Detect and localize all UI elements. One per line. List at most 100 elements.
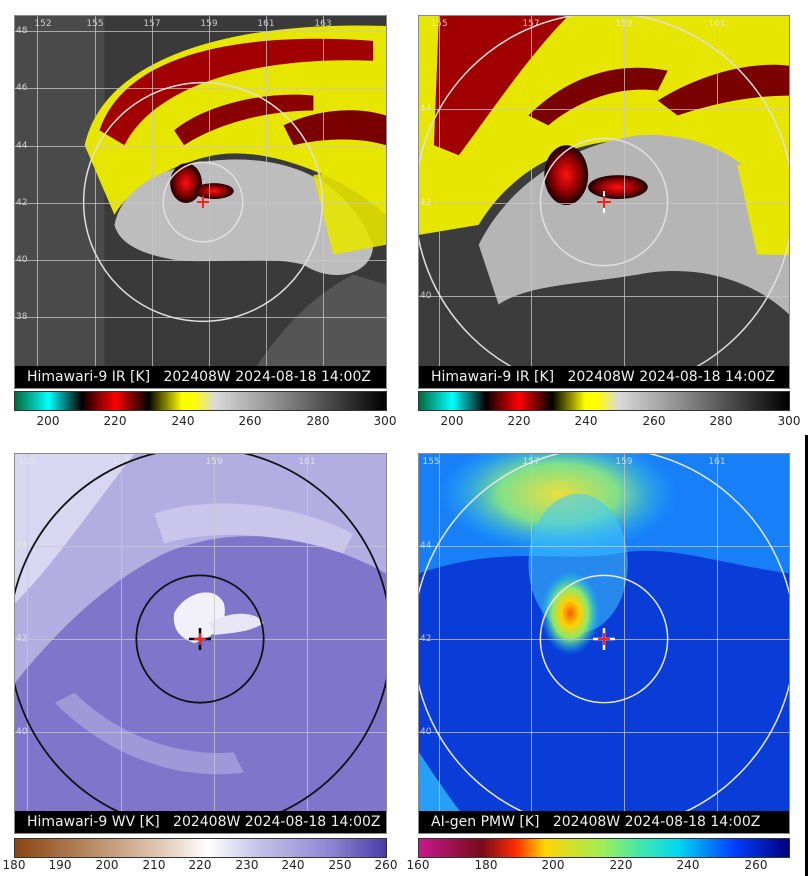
edge-divider	[805, 435, 808, 876]
storm-center-marker	[593, 628, 615, 650]
storm-center-marker	[597, 191, 611, 213]
range-rings	[419, 454, 789, 831]
lon-label: 157	[143, 19, 161, 29]
grid-lon-159	[624, 16, 625, 388]
colorbar-tick: 300	[373, 414, 397, 428]
lat-label: 42	[16, 198, 28, 208]
colorbar-tick: 200	[95, 858, 119, 872]
grid-lat-42	[15, 203, 386, 204]
lat-label: 40	[420, 727, 432, 737]
colorbar-tick: 220	[507, 414, 531, 428]
colorbar-tick: 260	[744, 858, 768, 872]
colorbar-tick: 300	[777, 414, 801, 428]
colorbar-tick: 160	[406, 858, 430, 872]
colorbar-tick: 240	[574, 414, 598, 428]
lon-label: 161	[257, 19, 275, 29]
grid-lat-40	[419, 296, 789, 297]
colorbar-tick: 280	[306, 414, 330, 428]
grid-lon-155	[27, 454, 28, 833]
grid-lat-44	[419, 109, 789, 110]
ir-colorbar-zoom	[418, 391, 790, 411]
lat-label: 44	[420, 541, 432, 551]
colorbar-tick: 260	[374, 858, 398, 872]
colorbar-tick: 200	[440, 414, 464, 428]
colorbar-tick: 240	[281, 858, 305, 872]
colorbar-tick: 220	[609, 858, 633, 872]
lat-label: 38	[16, 312, 28, 322]
lat-label: 44	[420, 104, 432, 114]
wv-panel: 155 157 159 161 44 42 40 Himawari-9 WV […	[14, 453, 387, 834]
lat-label: 40	[16, 727, 28, 737]
ir-colorbar-wide	[14, 391, 387, 411]
panel-caption: Himawari-9 IR [K] 202408W 2024-08-18 14:…	[15, 366, 386, 388]
grid-lon-163	[323, 16, 324, 388]
grid-lat-38	[15, 317, 386, 318]
range-rings	[15, 454, 386, 831]
lat-label: 48	[16, 26, 28, 36]
ir-panel-zoom: 155 157 159 161 44 42 40 Himawari-9 IR […	[418, 15, 790, 389]
colorbar-tick: 230	[235, 858, 259, 872]
lon-label: 163	[314, 19, 332, 29]
range-rings	[82, 81, 324, 323]
grid-lon-155	[439, 16, 440, 388]
grid-lon-161	[717, 16, 718, 388]
grid-lat-48	[15, 31, 386, 32]
grid-lon-157	[531, 454, 532, 833]
wv-satellite-image	[15, 454, 386, 833]
lat-label: 42	[420, 634, 432, 644]
lon-label: 161	[708, 19, 726, 29]
colorbar-tick: 280	[709, 414, 733, 428]
colorbar-tick: 220	[103, 414, 127, 428]
colorbar-tick: 200	[541, 858, 565, 872]
grid-lon-155	[95, 16, 96, 388]
lon-label: 155	[430, 19, 448, 29]
grid-lat-44	[419, 546, 789, 547]
ir-satellite-image	[15, 16, 386, 388]
lon-label: 159	[205, 457, 223, 467]
grid-lon-157	[121, 454, 122, 833]
grid-lat-46	[15, 88, 386, 89]
wv-colorbar	[14, 838, 387, 858]
lon-label: 159	[200, 19, 218, 29]
lat-label: 42	[420, 198, 432, 208]
colorbar-tick: 180	[474, 858, 498, 872]
grid-lon-159	[214, 454, 215, 833]
lon-label: 161	[708, 457, 726, 467]
lat-label: 42	[16, 634, 28, 644]
grid-lon-157	[531, 16, 532, 388]
lon-label: 155	[86, 19, 104, 29]
grid-lon-159	[209, 16, 210, 388]
lon-label: 159	[615, 19, 633, 29]
grid-lon-161	[307, 454, 308, 833]
colorbar-tick: 260	[238, 414, 262, 428]
panel-caption: AI-gen PMW [K] 202408W 2024-08-18 14:00Z	[419, 811, 789, 833]
grid-lon-152	[37, 16, 38, 388]
pmw-panel: 155 157 159 161 44 42 40 AI-gen PMW [K] …	[418, 453, 790, 834]
grid-lon-161	[266, 16, 267, 388]
grid-lat-40	[15, 732, 386, 733]
ir-panel-wide: 152 155 157 159 161 163 48 46 44 42 40 3…	[14, 15, 387, 389]
grid-lon-157	[152, 16, 153, 388]
colorbar-tick: 240	[171, 414, 195, 428]
storm-center-marker	[189, 628, 211, 650]
lon-label: 155	[422, 457, 440, 467]
pmw-colorbar	[418, 838, 790, 858]
lon-label: 152	[34, 19, 52, 29]
colorbar-tick: 260	[642, 414, 666, 428]
grid-lon-161	[717, 454, 718, 833]
lat-label: 40	[16, 255, 28, 265]
panel-caption: Himawari-9 WV [K] 202408W 2024-08-18 14:…	[15, 811, 386, 833]
lat-label: 46	[16, 83, 28, 93]
grid-lat-44	[15, 146, 386, 147]
colorbar-tick: 200	[36, 414, 60, 428]
lon-label: 155	[18, 457, 36, 467]
lon-label: 157	[522, 19, 540, 29]
colorbar-tick: 180	[2, 858, 26, 872]
lon-label: 159	[615, 457, 633, 467]
colorbar-tick: 240	[676, 858, 700, 872]
lon-label: 161	[298, 457, 316, 467]
colorbar-tick: 250	[328, 858, 352, 872]
grid-lon-159	[624, 454, 625, 833]
grid-lat-40	[15, 260, 386, 261]
panel-caption: Himawari-9 IR [K] 202408W 2024-08-18 14:…	[419, 366, 789, 388]
